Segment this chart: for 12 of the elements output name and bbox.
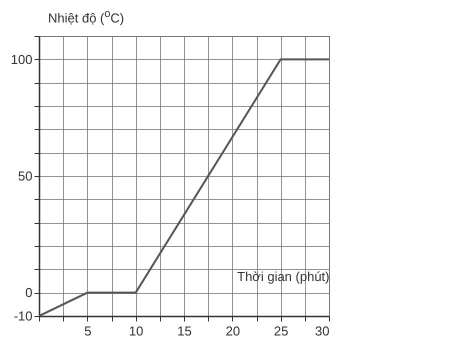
y-axis-title: Nhiệt độ ($^{o}$C)	[48, 8, 124, 26]
x-tick-label: 15	[177, 324, 192, 338]
x-tick-label: 30	[315, 324, 330, 338]
x-axis-title: Thời gian (phút)	[237, 269, 330, 284]
y-tick-label: 50	[18, 168, 32, 184]
x-tick-label: 5	[84, 324, 92, 338]
y-tick-label: -10	[14, 308, 32, 324]
x-tick-label: 10	[128, 324, 144, 338]
x-tick-label: 25	[274, 324, 288, 338]
y-tick-label: 0	[25, 285, 32, 300]
x-tick-label: 20	[226, 324, 240, 338]
y-tick-label: 100	[10, 52, 32, 67]
